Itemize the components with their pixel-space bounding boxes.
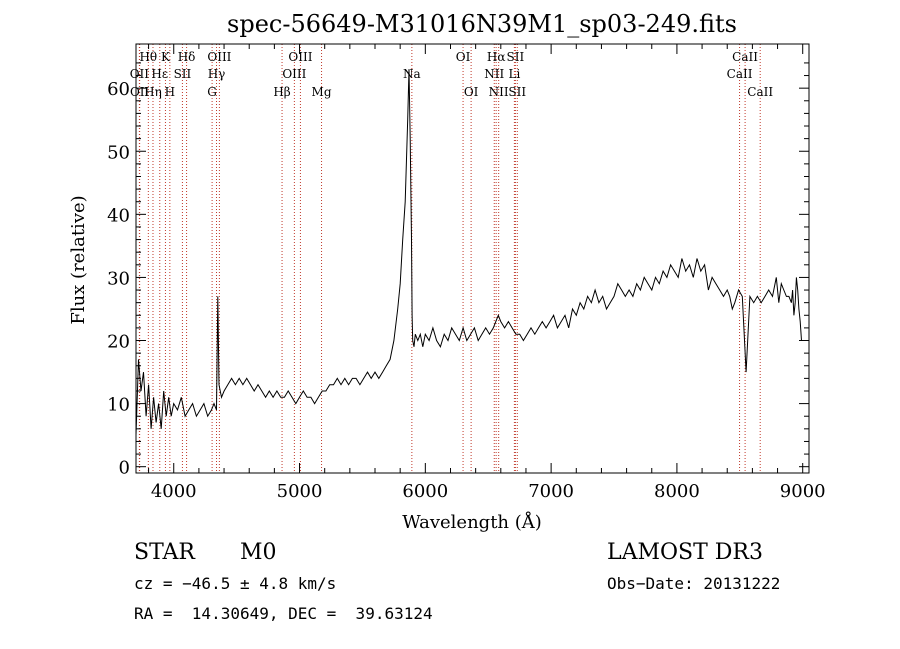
spectral-line-label: H bbox=[165, 85, 175, 99]
spectral-line-label: OI bbox=[464, 85, 479, 99]
spectral-line-label: SII bbox=[508, 85, 526, 99]
y-tick-label: 20 bbox=[107, 332, 130, 353]
spectral-line-label: OIII bbox=[207, 50, 231, 64]
y-tick-label: 60 bbox=[107, 79, 130, 100]
spectral-line-label: CaII bbox=[727, 67, 753, 81]
spectral-line-label: Hγ bbox=[208, 67, 226, 81]
object-subclass: M0 bbox=[240, 540, 277, 565]
y-tick-label: 10 bbox=[107, 395, 130, 416]
y-axis-label: Flux (relative) bbox=[68, 195, 89, 324]
spectral-line-label: NII bbox=[489, 85, 509, 99]
spectral-line-label: NII bbox=[484, 67, 504, 81]
spectrum-series-line bbox=[135, 69, 803, 436]
spectral-line-label: SII bbox=[174, 67, 192, 81]
y-tick-label: 40 bbox=[107, 205, 130, 226]
plot-frame bbox=[135, 43, 810, 474]
spectral-line-label: Hη bbox=[144, 85, 162, 99]
spectral-line-label: Hβ bbox=[273, 85, 290, 99]
chart-title: spec-56649-M31016N39M1_sp03-249.fits bbox=[227, 10, 737, 38]
x-axis-label: Wavelength (Å) bbox=[402, 511, 542, 533]
y-tick-label: 30 bbox=[107, 268, 130, 289]
spectral-line-label: CaII bbox=[732, 50, 758, 64]
spectral-line-label: Hα bbox=[487, 50, 506, 64]
x-tick-label: 6000 bbox=[402, 481, 448, 502]
object-class: STAR bbox=[134, 540, 195, 565]
spectral-line-label: Li bbox=[508, 67, 520, 81]
spectral-line-label: Hε bbox=[151, 67, 168, 81]
spectral-line-label: SII bbox=[507, 50, 525, 64]
observation-date: Obs−Date: 20131222 bbox=[607, 574, 781, 593]
y-tick-label: 50 bbox=[107, 142, 130, 163]
spectral-line-label: Na bbox=[403, 67, 421, 81]
x-tick-label: 7000 bbox=[528, 481, 574, 502]
spectral-line-label: OII bbox=[130, 67, 150, 81]
spectral-line-label: OI bbox=[456, 50, 471, 64]
spectral-line-label: K bbox=[161, 50, 171, 64]
spectral-line-label: Hδ bbox=[178, 50, 196, 64]
x-tick-label: 9000 bbox=[780, 481, 826, 502]
spectral-line-label: Mg bbox=[312, 85, 332, 99]
x-axis-ticks: 4000 5000 6000 7000 8000 9000 bbox=[148, 44, 826, 502]
spectral-line-label: OIII bbox=[288, 50, 312, 64]
x-tick-label: 5000 bbox=[277, 481, 323, 502]
x-tick-label: 8000 bbox=[654, 481, 700, 502]
spectral-line-label: OIII bbox=[282, 67, 306, 81]
redshift-velocity: cz = −46.5 ± 4.8 km/s bbox=[134, 574, 337, 593]
spectral-line-label: Hθ bbox=[139, 50, 157, 64]
survey-name: LAMOST DR3 bbox=[607, 540, 763, 565]
spectral-line-label: CaII bbox=[747, 85, 773, 99]
y-axis-ticks: 0 10 20 30 40 50 60 bbox=[107, 62, 809, 479]
coordinates: RA = 14.30649, DEC = 39.63124 bbox=[134, 604, 433, 623]
spectral-line-label: G bbox=[207, 85, 217, 99]
x-tick-label: 4000 bbox=[151, 481, 197, 502]
y-tick-label: 0 bbox=[119, 458, 130, 479]
spectral-line-markers bbox=[138, 44, 761, 473]
